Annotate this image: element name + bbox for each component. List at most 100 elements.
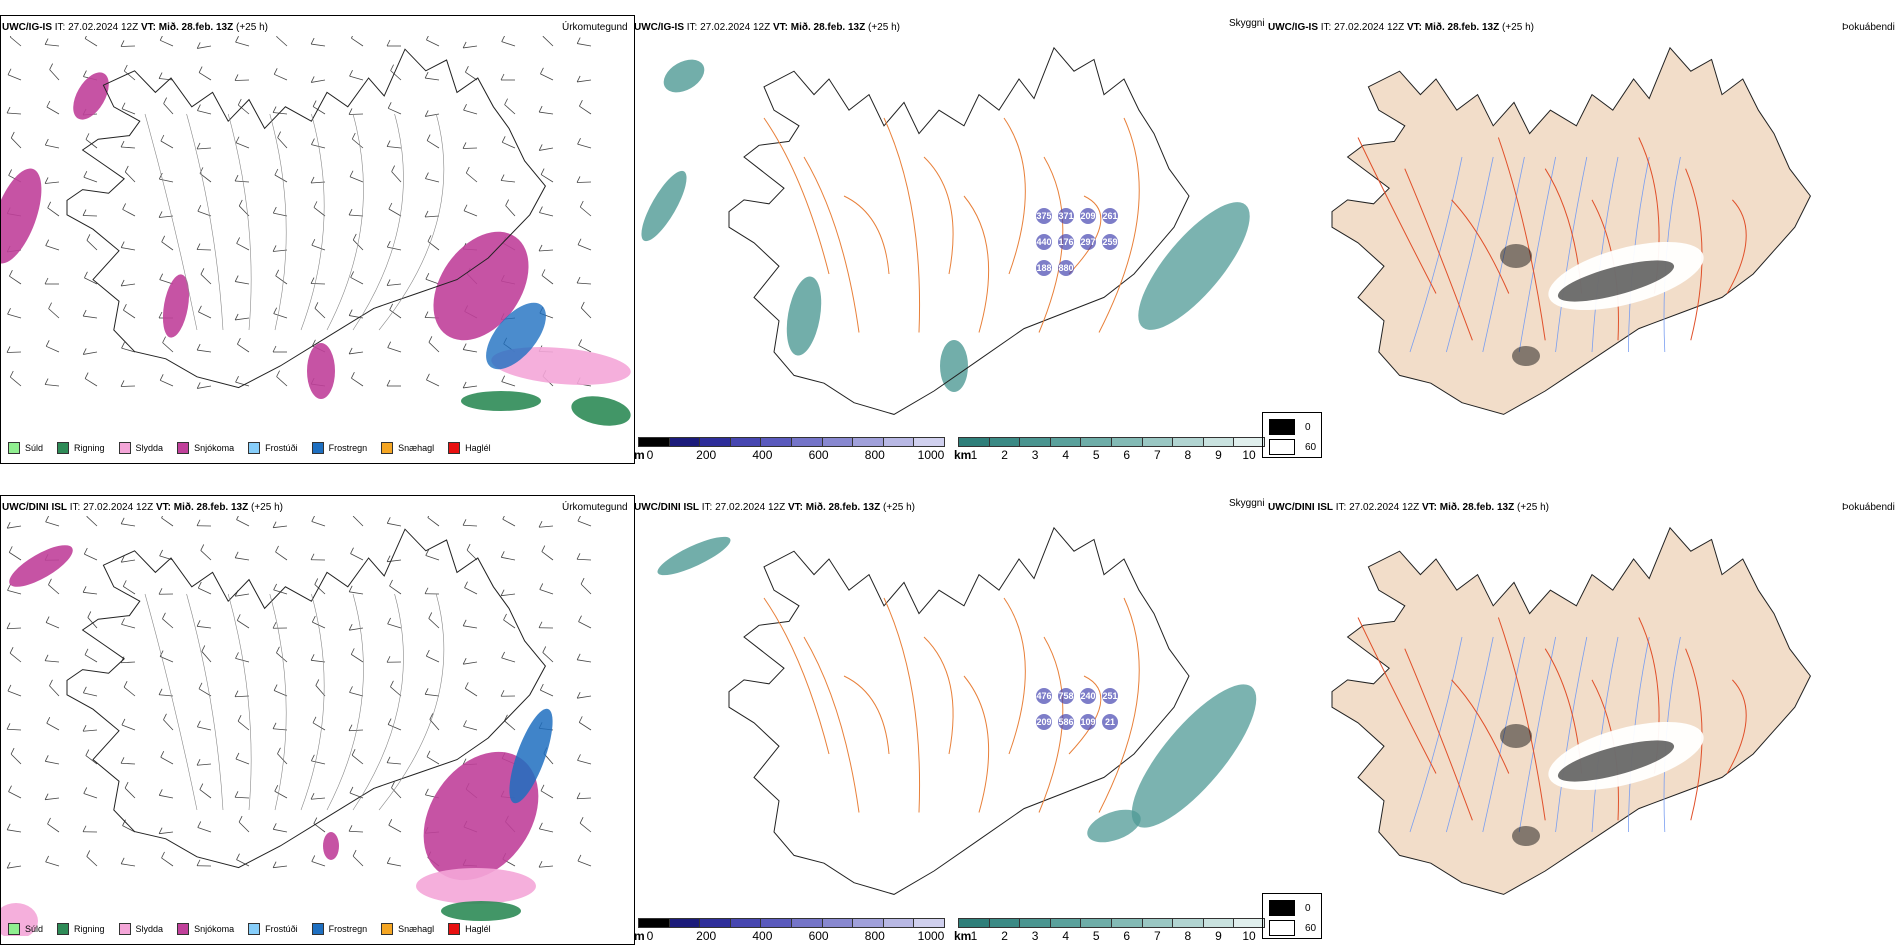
wind-barb-flag [197,104,201,111]
wind-barb-flag [576,792,581,799]
wind-barb [199,789,212,799]
wind-barb [577,860,592,867]
panel-title: UWC/DINI ISL IT: 27.02.2024 12Z VT: Mið.… [634,502,915,513]
scale-cell [1050,438,1082,446]
wind-barb-flag [9,647,14,654]
wind-barb-flag [313,817,318,824]
legend-item: Rigning [57,923,105,935]
wind-barb [83,351,98,355]
scale-cell [822,919,854,927]
ceiling-marker [1036,714,1052,730]
scale-tick: 600 [808,448,829,462]
wind-barb-flag [199,167,204,174]
wind-barb-flag [44,755,49,762]
wind-barb-flag [275,269,280,276]
road-line [227,593,252,811]
scale-cell [669,919,701,927]
river-line [1409,156,1463,353]
wind-barb-flag [541,545,546,552]
wind-barb [235,41,250,47]
wind-barb-flag [348,825,353,832]
wind-barb [311,760,326,765]
wind-barb-flag [387,718,392,725]
wind-barb-flag [465,166,470,174]
scale-tick: 0 [646,929,654,943]
wind-barb-flag [158,827,163,834]
wind-barb-flag [277,747,281,754]
wind-barb-flag [83,70,87,77]
scale-tick: 2 [1001,448,1008,462]
wind-barb [579,722,592,731]
road-line [1098,117,1140,333]
wind-barb-flag [8,785,12,792]
valid-time: Mið. 28.feb. 13Z [1424,22,1500,33]
scale-cell [959,438,990,446]
scale-cell [1081,919,1112,927]
wind-barb-flag [538,244,543,252]
wind-barb [235,142,250,149]
wind-barb [6,627,22,630]
scale-tick: 4 [1062,929,1069,943]
wind-barb-flag [198,682,203,689]
wind-barb [426,756,440,765]
wind-barb [502,141,516,149]
scale-tick: 1 [970,448,978,462]
ceiling-label: 209 [1036,717,1051,727]
wind-barb-flag [163,713,167,720]
precip-map [1,36,631,426]
wind-barb-flag [348,108,353,115]
wind-barb-flag [580,577,585,585]
wind-barb [10,753,22,765]
wind-barb-flag [349,69,353,77]
wind-barb-flag [505,199,509,206]
wind-barb-flag [7,68,12,75]
wind-barb [577,79,592,83]
vt-label: VT: [1421,502,1437,513]
road-line [763,117,830,275]
wind-barb-flag [500,174,505,181]
road-line [269,113,287,331]
vt-label: VT: [140,22,156,33]
rain-area [571,396,631,426]
wind-barb-flag [352,233,357,241]
wind-barb-flag [272,206,277,214]
wind-barb-flag [236,516,239,520]
wind-barb-flag [84,372,89,379]
wind-barb-flag [235,375,239,383]
wind-barb-flag [539,683,544,691]
precip-areas [1,72,631,426]
wind-barb-flag [426,750,431,757]
wind-barb-flag [159,650,164,657]
wind-barb-flag [124,165,129,173]
wind-barb-flag [500,690,505,697]
wind-barb-flag [84,36,87,39]
precip-legend: Súld Rigning Slydda Snjókoma Frostúði Frostre… [8,442,505,454]
wind-barb [123,586,136,595]
wind-barb [387,522,402,527]
wind-barb [539,589,554,595]
wind-barb-flag [580,301,585,309]
wind-barb [49,69,60,81]
wind-barb-flag [349,686,353,693]
wind-barb [349,591,364,595]
wind-barb [48,584,60,595]
wind-barb [388,824,402,833]
wind-barb [160,39,174,47]
scale-cell [1081,438,1112,446]
wind-barb-flag [44,378,49,385]
wind-barb [123,309,136,319]
legend-label: Frostúði [265,443,298,453]
wind-barb-flag [120,380,125,387]
wind-barb-flag [311,516,315,522]
road-line [144,593,198,811]
wind-barb-flag [6,723,11,730]
lead-time: (+25 h) [883,502,915,513]
wind-barb [83,729,98,732]
wind-barb-flag [158,211,163,218]
wind-barb-flag [82,348,87,355]
cloud-panel-top: UWC/IG-IS IT: 27.02.2024 12Z VT: Mið. 28… [634,0,1274,470]
scale-cell [1173,919,1204,927]
wind-barb [273,313,288,319]
legend-swatch [248,923,261,935]
wind-barb [577,244,592,251]
